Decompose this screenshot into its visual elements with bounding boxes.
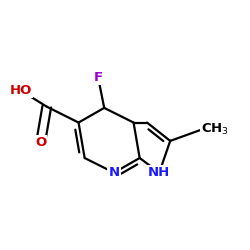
Text: NH: NH xyxy=(148,166,170,179)
Text: HO: HO xyxy=(10,84,32,97)
Text: O: O xyxy=(35,136,46,148)
Text: CH$_3$: CH$_3$ xyxy=(201,122,229,138)
Text: F: F xyxy=(94,71,103,84)
Text: N: N xyxy=(108,166,120,179)
